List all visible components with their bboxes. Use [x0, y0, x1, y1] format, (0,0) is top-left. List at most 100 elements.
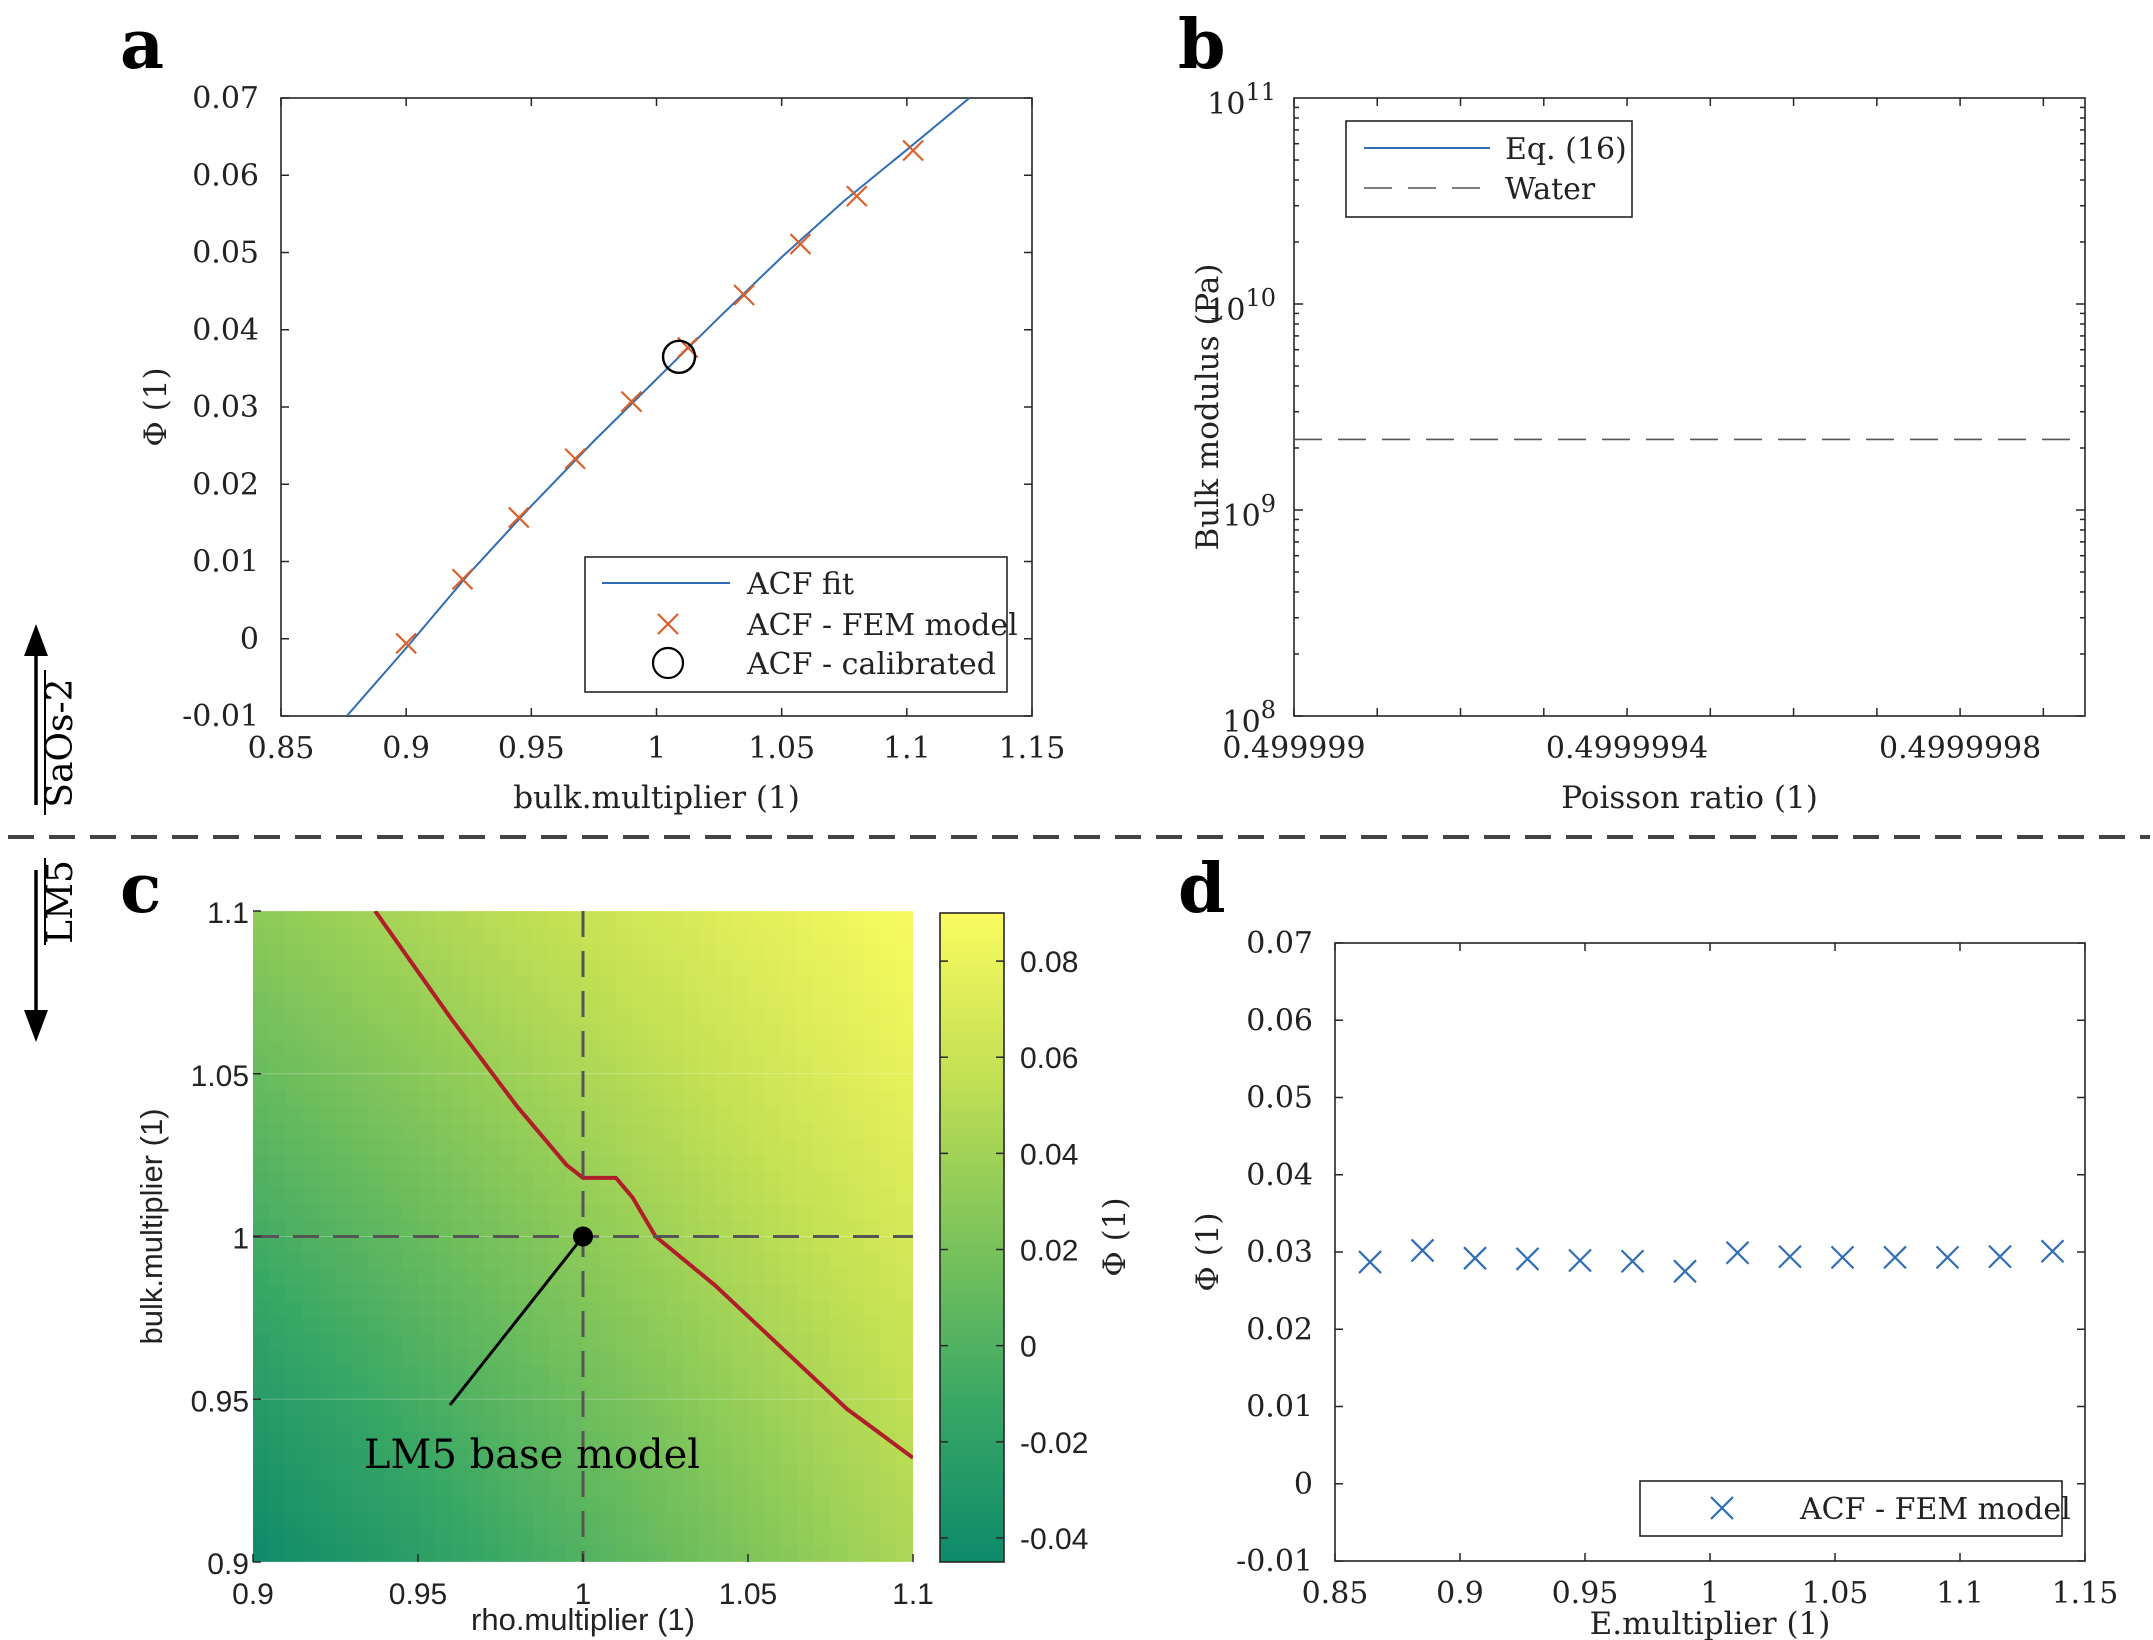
panel-c-heat-cell [385, 1269, 403, 1286]
panel-c-heat-cell [599, 1008, 617, 1026]
panel-c-heat-cell [533, 1008, 551, 1026]
panel-c-heat-cell [880, 992, 898, 1010]
panel-c-heat-cell [550, 911, 568, 928]
panel-c-heat-cell [880, 1366, 898, 1384]
panel-c-heat-cell [319, 976, 337, 993]
panel-c-heat-cell [781, 1415, 799, 1433]
panel-c-heat-cell [731, 1382, 749, 1400]
panel-c-heat-cell [335, 1350, 353, 1368]
panel-c-heat-cell [550, 992, 568, 1010]
panel-c-heat-cell [599, 1187, 617, 1205]
panel-c-heat-cell [269, 1448, 287, 1465]
panel-c-heat-cell [385, 1220, 403, 1238]
panel-a-ytick-label: 0 [240, 622, 259, 657]
panel-c-heat-cell [484, 1382, 502, 1400]
panel-c-heat-cell [368, 1057, 386, 1075]
panel-d-fem-point [1515, 1247, 1540, 1271]
panel-c-heat-cell [286, 1252, 304, 1270]
panel-c-heat-cell [632, 992, 650, 1010]
panel-c-heat-cell [385, 1545, 403, 1562]
panel-c-heat-cell [665, 1513, 683, 1531]
panel-c-heat-cell [286, 927, 304, 945]
panel-b-legend-label-eq: Eq. (16) [1505, 132, 1627, 167]
panel-c-heat-cell [715, 1236, 733, 1254]
panel-c-heat-cell [616, 1269, 634, 1286]
panel-c-heat-cell [583, 1073, 601, 1091]
panel-c-heat-cell [566, 1529, 584, 1547]
panel-c-heat-cell [335, 1269, 353, 1286]
panel-c-heat-cell [814, 1317, 832, 1335]
panel-c-heat-cell [500, 1252, 518, 1270]
panel-c-heat-cell [649, 1415, 667, 1433]
panel-c-heat-cell [797, 1269, 815, 1286]
panel-c-heat-cell [434, 1203, 452, 1221]
panel-c-heat-cell [352, 1415, 370, 1433]
panel-c-heat-cell [797, 1008, 815, 1026]
panel-c-heat-cell [302, 1480, 320, 1498]
panel-c-heat-cell [863, 1171, 881, 1189]
panel-c-heat-cell [731, 1317, 749, 1335]
panel-c-heat-cell [319, 1057, 337, 1075]
panel-c-heat-cell [335, 1480, 353, 1498]
panel-c-heat-cell [269, 1334, 287, 1352]
panel-c-heat-cell [352, 959, 370, 977]
panel-c-heat-cell [352, 943, 370, 961]
panel-c-heat-cell [830, 1122, 848, 1140]
panel-c-heat-cell [385, 911, 403, 928]
panel-c-heat-cell [583, 1480, 601, 1498]
panel-c-heat-cell [319, 1187, 337, 1205]
panel-c-heat-cell [335, 1252, 353, 1270]
panel-c-heat-cell [781, 1496, 799, 1514]
panel-c-heat-cell [764, 911, 782, 928]
panel-c-heat-cell [731, 1513, 749, 1531]
panel-c-heat-cell [550, 1496, 568, 1514]
panel-c-heat-cell [583, 959, 601, 977]
panel-c-heat-cell [319, 1350, 337, 1368]
panel-c-heat-cell [269, 1203, 287, 1221]
panel-c-heat-cell [847, 1496, 865, 1514]
panel-c-heat-cell [319, 1317, 337, 1335]
panel-c-heat-cell [682, 1496, 700, 1514]
panel-c-heat-cell [682, 1122, 700, 1140]
panel-c-heat-cell [896, 1269, 913, 1286]
panel-c-heat-cell [632, 1513, 650, 1531]
panel-c-heat-cell [715, 1041, 733, 1059]
panel-c-heat-cell [847, 927, 865, 945]
panel-c-heat-cell [632, 1138, 650, 1156]
panel-a-fem-point [508, 506, 530, 529]
panel-c-heat-cell [599, 1480, 617, 1498]
panel-c-heat-cell [781, 1301, 799, 1319]
panel-c-heat-cell [731, 1057, 749, 1075]
panel-c-heat-cell [649, 1187, 667, 1205]
panel-c-heat-cell [682, 1057, 700, 1075]
panel-c-heat-cell [616, 1057, 634, 1075]
panel-c-heat-cell [352, 1024, 370, 1042]
panel-c-heat-cell [418, 1301, 436, 1319]
panel-c-heat-cell [863, 1350, 881, 1368]
panel-c-annotation-pointer [448, 1235, 585, 1406]
panel-c-heat-cell [863, 1545, 881, 1562]
panel-c-heat-cell [880, 1024, 898, 1042]
panel-c-heat-cell [401, 1138, 419, 1156]
panel-c-heat-cell [352, 1155, 370, 1173]
panel-c-heat-cell [863, 927, 881, 945]
panel-c-heat-cell [616, 1399, 634, 1417]
panel-c-heat-cell [649, 1464, 667, 1482]
panel-c-heat-cell [286, 1399, 304, 1417]
panel-c-heat-cell [467, 1220, 485, 1238]
panel-d-fem-point [1673, 1259, 1697, 1284]
panel-a: a0.85 0.9 0.95 1 1.05 1.1 1.15-0.0100.010.020.… [120, 5, 1065, 816]
panel-c-heat-cell [533, 959, 551, 977]
panel-c-heat-cell [269, 1171, 287, 1189]
panel-c-heat-cell [616, 1350, 634, 1368]
panel-c-heat-cell [764, 1464, 782, 1482]
panel-c-heat-cell [748, 1513, 766, 1531]
panel-d-ytick-label: -0.01 [1236, 1544, 1313, 1579]
panel-c-heat-cell [896, 1480, 913, 1498]
panel-c-heat-cell [880, 1008, 898, 1026]
panel-c-heat-cell [319, 1171, 337, 1189]
panel-c-heat-cell [830, 1545, 848, 1562]
panel-c-heat-cell [632, 1366, 650, 1384]
panel-a-ytick-label: 0.06 [192, 158, 259, 193]
panel-c-heat-cell [698, 927, 716, 945]
